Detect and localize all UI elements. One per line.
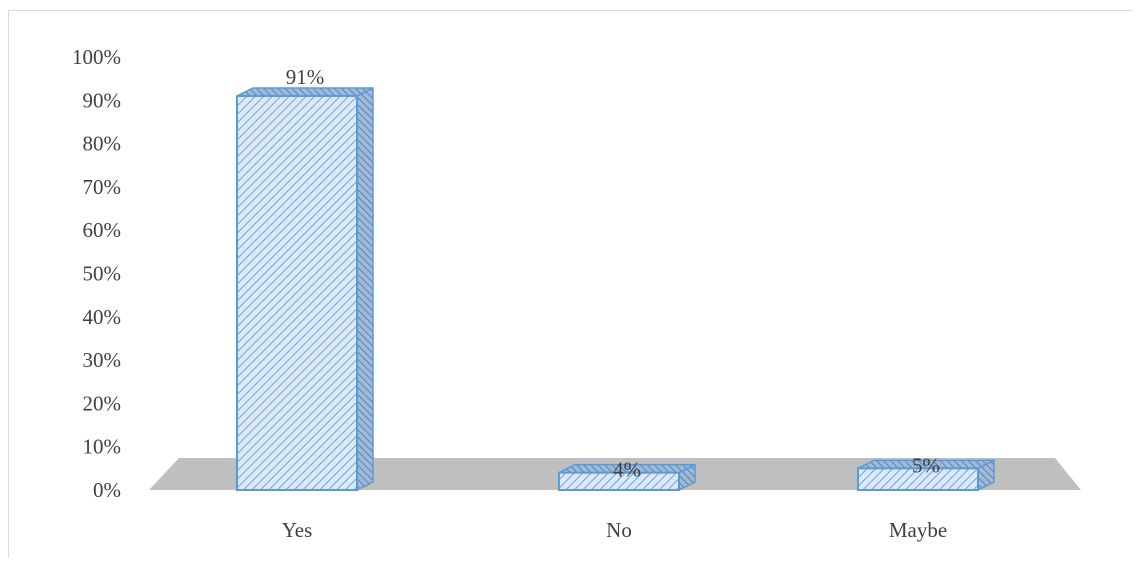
y-tick-label: 20% — [83, 391, 122, 415]
y-tick-label: 80% — [83, 132, 122, 156]
y-tick-label: 100% — [72, 45, 121, 69]
bar-chart: 0% 10% 20% 30% 40% 50% 60% 70% 80% 90% 100% 91% 4% 5… — [72, 45, 1081, 542]
bar-top-face — [236, 87, 374, 97]
y-tick-label: 70% — [83, 175, 122, 199]
x-category-label: No — [606, 518, 632, 542]
x-axis-category-labels: Yes No Maybe — [282, 518, 947, 542]
bar-side-face — [356, 86, 374, 492]
data-label: 91% — [286, 65, 325, 89]
bar-yes — [236, 86, 374, 492]
y-tick-label: 30% — [83, 348, 122, 372]
y-axis-tick-labels: 0% 10% 20% 30% 40% 50% 60% 70% 80% 90% 100% — [72, 45, 121, 502]
bar-front-face — [558, 471, 680, 491]
y-tick-label: 50% — [83, 262, 122, 286]
chart-frame: 0% 10% 20% 30% 40% 50% 60% 70% 80% 90% 100% 91% 4% 5… — [8, 10, 1132, 558]
y-tick-label: 60% — [83, 218, 122, 242]
bar-no — [558, 463, 696, 492]
bar-front-face — [236, 94, 358, 491]
data-label: 5% — [912, 453, 940, 477]
y-tick-label: 0% — [93, 478, 121, 502]
y-tick-label: 40% — [83, 305, 122, 329]
x-category-label: Yes — [282, 518, 313, 542]
y-tick-label: 10% — [83, 435, 122, 459]
bar-maybe — [857, 459, 995, 492]
bars — [236, 86, 995, 492]
data-label: 4% — [613, 458, 641, 482]
data-labels: 91% 4% 5% — [286, 65, 940, 482]
x-category-label: Maybe — [889, 518, 947, 542]
bar-front-face — [857, 467, 979, 492]
y-tick-label: 90% — [83, 88, 122, 112]
